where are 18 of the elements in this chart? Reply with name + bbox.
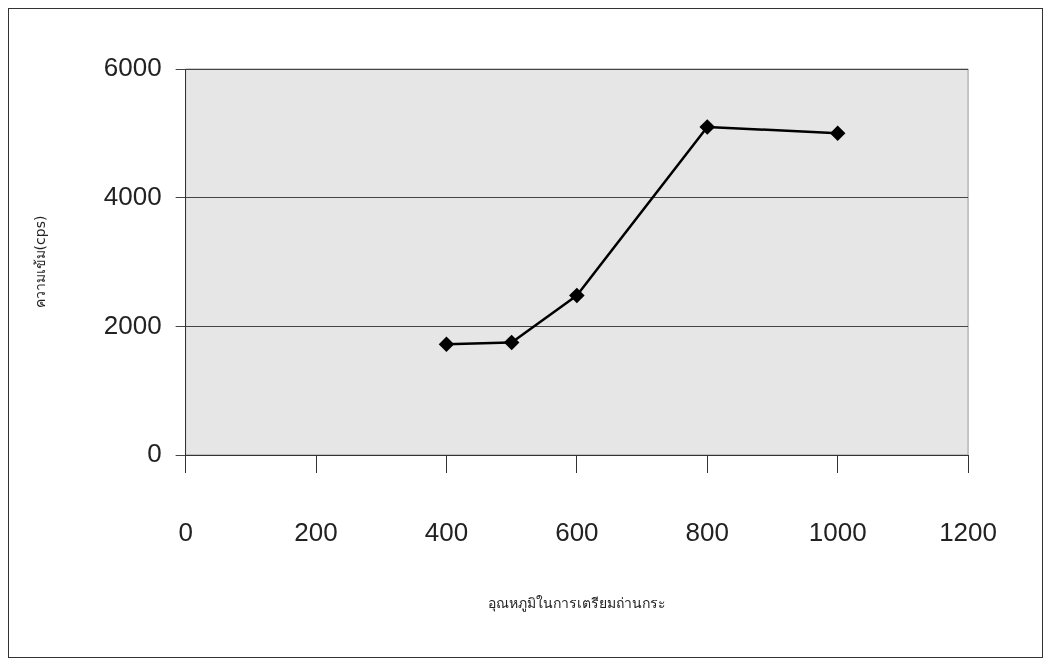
point [439,337,454,352]
point [830,126,845,141]
point [700,119,715,135]
y-tick-label: 2000 [103,309,162,340]
x-tick-label: 1000 [808,516,867,547]
y-tick-label: 4000 [103,180,162,211]
y-axis-title: ความเข้ม(cps) [32,215,49,309]
x-axis-title: อุณหภูมิในการเตรียมถ่านกระ [487,595,666,613]
point [504,335,519,350]
x-tick-label: 600 [555,516,599,547]
x-tick-label: 400 [424,516,469,547]
x-tick-label: 200 [294,516,338,547]
x-tick-label: 800 [685,516,729,547]
x-tick-label: 1200 [939,516,997,547]
y-tick-label: 0 [147,438,162,469]
x-tick-label: 0 [178,516,193,547]
y-tick-label: 6000 [103,52,162,83]
point [569,288,585,303]
